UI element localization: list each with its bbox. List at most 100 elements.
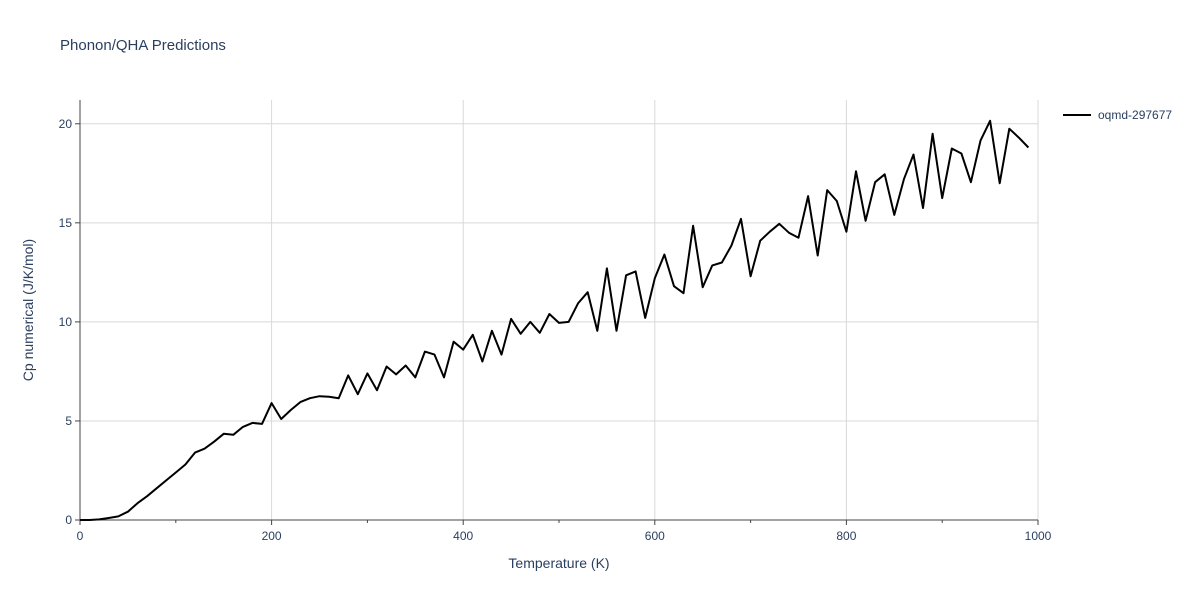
data-point[interactable]: [518, 331, 523, 336]
data-point[interactable]: [422, 349, 427, 354]
data-point[interactable]: [470, 332, 475, 337]
data-point[interactable]: [873, 180, 878, 185]
data-point[interactable]: [806, 194, 811, 199]
data-point[interactable]: [767, 229, 772, 234]
data-point[interactable]: [672, 284, 677, 289]
data-point[interactable]: [336, 396, 341, 401]
data-point[interactable]: [279, 417, 284, 422]
data-point[interactable]: [528, 319, 533, 324]
data-point[interactable]: [202, 446, 207, 451]
data-point[interactable]: [403, 363, 408, 368]
data-point[interactable]: [633, 269, 638, 274]
data-point[interactable]: [988, 118, 993, 123]
data-point[interactable]: [557, 320, 562, 325]
data-point[interactable]: [719, 260, 724, 265]
data-point[interactable]: [710, 263, 715, 268]
data-point[interactable]: [777, 221, 782, 226]
data-point[interactable]: [212, 439, 217, 444]
data-point[interactable]: [461, 347, 466, 352]
data-point[interactable]: [221, 431, 226, 436]
data-point[interactable]: [844, 229, 849, 234]
data-point[interactable]: [116, 514, 121, 519]
data-point[interactable]: [183, 462, 188, 467]
data-point[interactable]: [499, 352, 504, 357]
data-point[interactable]: [346, 373, 351, 378]
data-point[interactable]: [547, 312, 552, 317]
data-point[interactable]: [882, 172, 887, 177]
data-point[interactable]: [576, 301, 581, 306]
data-point[interactable]: [537, 330, 542, 335]
data-point[interactable]: [154, 486, 159, 491]
data-point[interactable]: [106, 516, 111, 521]
data-point[interactable]: [796, 235, 801, 240]
legend[interactable]: oqmd-297677: [1063, 108, 1172, 122]
data-point[interactable]: [681, 291, 686, 296]
data-point[interactable]: [355, 392, 360, 397]
data-point[interactable]: [700, 285, 705, 290]
data-point[interactable]: [1026, 145, 1031, 150]
data-point[interactable]: [327, 394, 332, 399]
data-point[interactable]: [145, 494, 150, 499]
data-point[interactable]: [231, 432, 236, 437]
data-point[interactable]: [892, 212, 897, 217]
series-line-oqmd-297677[interactable]: [80, 119, 1030, 521]
data-point[interactable]: [662, 252, 667, 257]
data-point[interactable]: [125, 509, 130, 514]
data-point[interactable]: [930, 131, 935, 136]
data-point[interactable]: [691, 223, 696, 228]
data-point[interactable]: [921, 206, 926, 211]
data-point[interactable]: [758, 238, 763, 243]
data-point[interactable]: [432, 352, 437, 357]
data-point[interactable]: [959, 151, 964, 156]
data-point[interactable]: [739, 216, 744, 221]
data-point[interactable]: [566, 319, 571, 324]
data-point[interactable]: [413, 375, 418, 380]
data-point[interactable]: [911, 152, 916, 157]
data-point[interactable]: [384, 364, 389, 369]
data-point[interactable]: [949, 146, 954, 151]
data-point[interactable]: [997, 181, 1002, 186]
data-point[interactable]: [786, 230, 791, 235]
data-point[interactable]: [260, 421, 265, 426]
data-point[interactable]: [269, 401, 274, 406]
data-point[interactable]: [729, 243, 734, 248]
data-point[interactable]: [901, 177, 906, 182]
data-point[interactable]: [365, 371, 370, 376]
data-point[interactable]: [87, 518, 92, 523]
data-point[interactable]: [442, 375, 447, 380]
data-point[interactable]: [250, 420, 255, 425]
data-point[interactable]: [173, 470, 178, 475]
data-point[interactable]: [298, 400, 303, 405]
data-point[interactable]: [489, 328, 494, 333]
data-point[interactable]: [193, 450, 198, 455]
data-point[interactable]: [624, 273, 629, 278]
data-point[interactable]: [652, 276, 657, 281]
data-point[interactable]: [834, 199, 839, 204]
data-point[interactable]: [604, 266, 609, 271]
data-point[interactable]: [614, 328, 619, 333]
data-point[interactable]: [317, 394, 322, 399]
data-point[interactable]: [78, 518, 83, 523]
data-point[interactable]: [509, 316, 514, 321]
data-point[interactable]: [1016, 135, 1021, 140]
data-point[interactable]: [863, 218, 868, 223]
data-point[interactable]: [480, 359, 485, 364]
data-point[interactable]: [394, 372, 399, 377]
data-point[interactable]: [135, 501, 140, 506]
data-point[interactable]: [307, 396, 312, 401]
data-point[interactable]: [288, 408, 293, 413]
data-point[interactable]: [595, 328, 600, 333]
data-point[interactable]: [978, 138, 983, 143]
data-point[interactable]: [97, 517, 102, 522]
data-point[interactable]: [451, 339, 456, 344]
data-point[interactable]: [240, 424, 245, 429]
data-point[interactable]: [1007, 126, 1012, 131]
data-point[interactable]: [748, 274, 753, 279]
data-point[interactable]: [375, 388, 380, 393]
data-point[interactable]: [940, 196, 945, 201]
data-point[interactable]: [854, 169, 859, 174]
data-point[interactable]: [825, 188, 830, 193]
data-point[interactable]: [815, 253, 820, 258]
data-point[interactable]: [164, 478, 169, 483]
data-point[interactable]: [585, 290, 590, 295]
